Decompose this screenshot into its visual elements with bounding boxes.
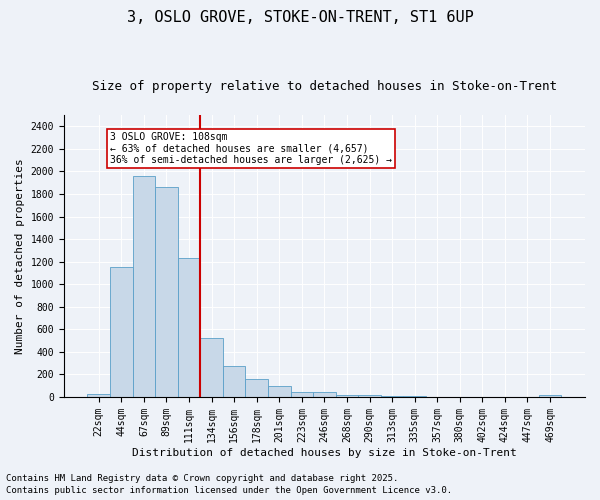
Text: Contains HM Land Registry data © Crown copyright and database right 2025.
Contai: Contains HM Land Registry data © Crown c… [6,474,452,495]
Bar [358,396,381,397]
Bar [313,392,335,397]
Bar [155,187,178,397]
Text: 3, OSLO GROVE, STOKE-ON-TRENT, ST1 6UP: 3, OSLO GROVE, STOKE-ON-TRENT, ST1 6UP [127,10,473,25]
Bar [178,258,200,397]
Title: Size of property relative to detached houses in Stoke-on-Trent: Size of property relative to detached ho… [92,80,557,93]
Bar [539,395,562,397]
Bar [335,394,358,397]
Bar [110,266,133,397]
Bar [245,380,268,397]
Bar [88,394,110,397]
Bar [200,338,223,397]
Bar [403,396,426,397]
Bar [268,386,290,397]
Bar [290,392,313,397]
Bar [133,176,155,397]
Bar [381,396,403,397]
Bar [223,366,245,397]
Y-axis label: Number of detached properties: Number of detached properties [15,158,25,354]
Text: 3 OSLO GROVE: 108sqm
← 63% of detached houses are smaller (4,657)
36% of semi-de: 3 OSLO GROVE: 108sqm ← 63% of detached h… [110,132,392,165]
X-axis label: Distribution of detached houses by size in Stoke-on-Trent: Distribution of detached houses by size … [132,448,517,458]
